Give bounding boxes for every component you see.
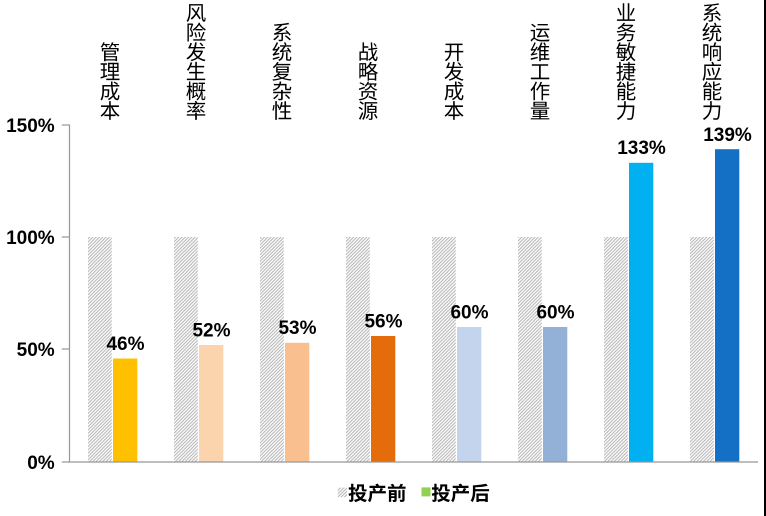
- svg-text:133%: 133%: [617, 138, 666, 159]
- svg-text:100%: 100%: [6, 228, 55, 249]
- svg-text:53%: 53%: [278, 318, 316, 339]
- svg-text:50%: 50%: [17, 340, 55, 361]
- svg-text:56%: 56%: [364, 312, 402, 333]
- svg-text:52%: 52%: [192, 321, 230, 342]
- svg-text:150%: 150%: [6, 116, 55, 137]
- svg-text:139%: 139%: [703, 125, 752, 146]
- svg-text:0%: 0%: [27, 453, 55, 474]
- svg-text:46%: 46%: [106, 334, 144, 355]
- svg-text:60%: 60%: [536, 303, 574, 324]
- svg-text:60%: 60%: [450, 303, 488, 324]
